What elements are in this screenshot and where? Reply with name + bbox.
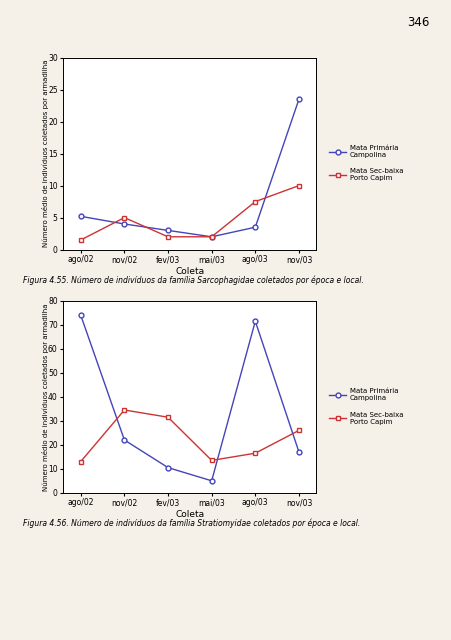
Legend: Mata Primária
Campolina, Mata Sec-baixa
Porto Capim: Mata Primária Campolina, Mata Sec-baixa … [327,143,404,183]
Text: Figura 4.55. Número de indivíduos da família Sarcophagidae coletados por época e: Figura 4.55. Número de indivíduos da fam… [23,275,363,285]
Y-axis label: Número médio de indivíduos coletados por armadilha: Número médio de indivíduos coletados por… [41,303,49,490]
Legend: Mata Primária
Campolina, Mata Sec-baixa
Porto Capim: Mata Primária Campolina, Mata Sec-baixa … [327,387,404,426]
X-axis label: Coleta: Coleta [175,510,204,519]
Text: 346: 346 [406,16,428,29]
Text: Figura 4.56. Número de indivíduos da família Stratiomyidae coletados por época e: Figura 4.56. Número de indivíduos da fam… [23,518,359,528]
Y-axis label: Número médio de indivíduos coletados por armadilha: Número médio de indivíduos coletados por… [41,60,49,247]
X-axis label: Coleta: Coleta [175,267,204,276]
